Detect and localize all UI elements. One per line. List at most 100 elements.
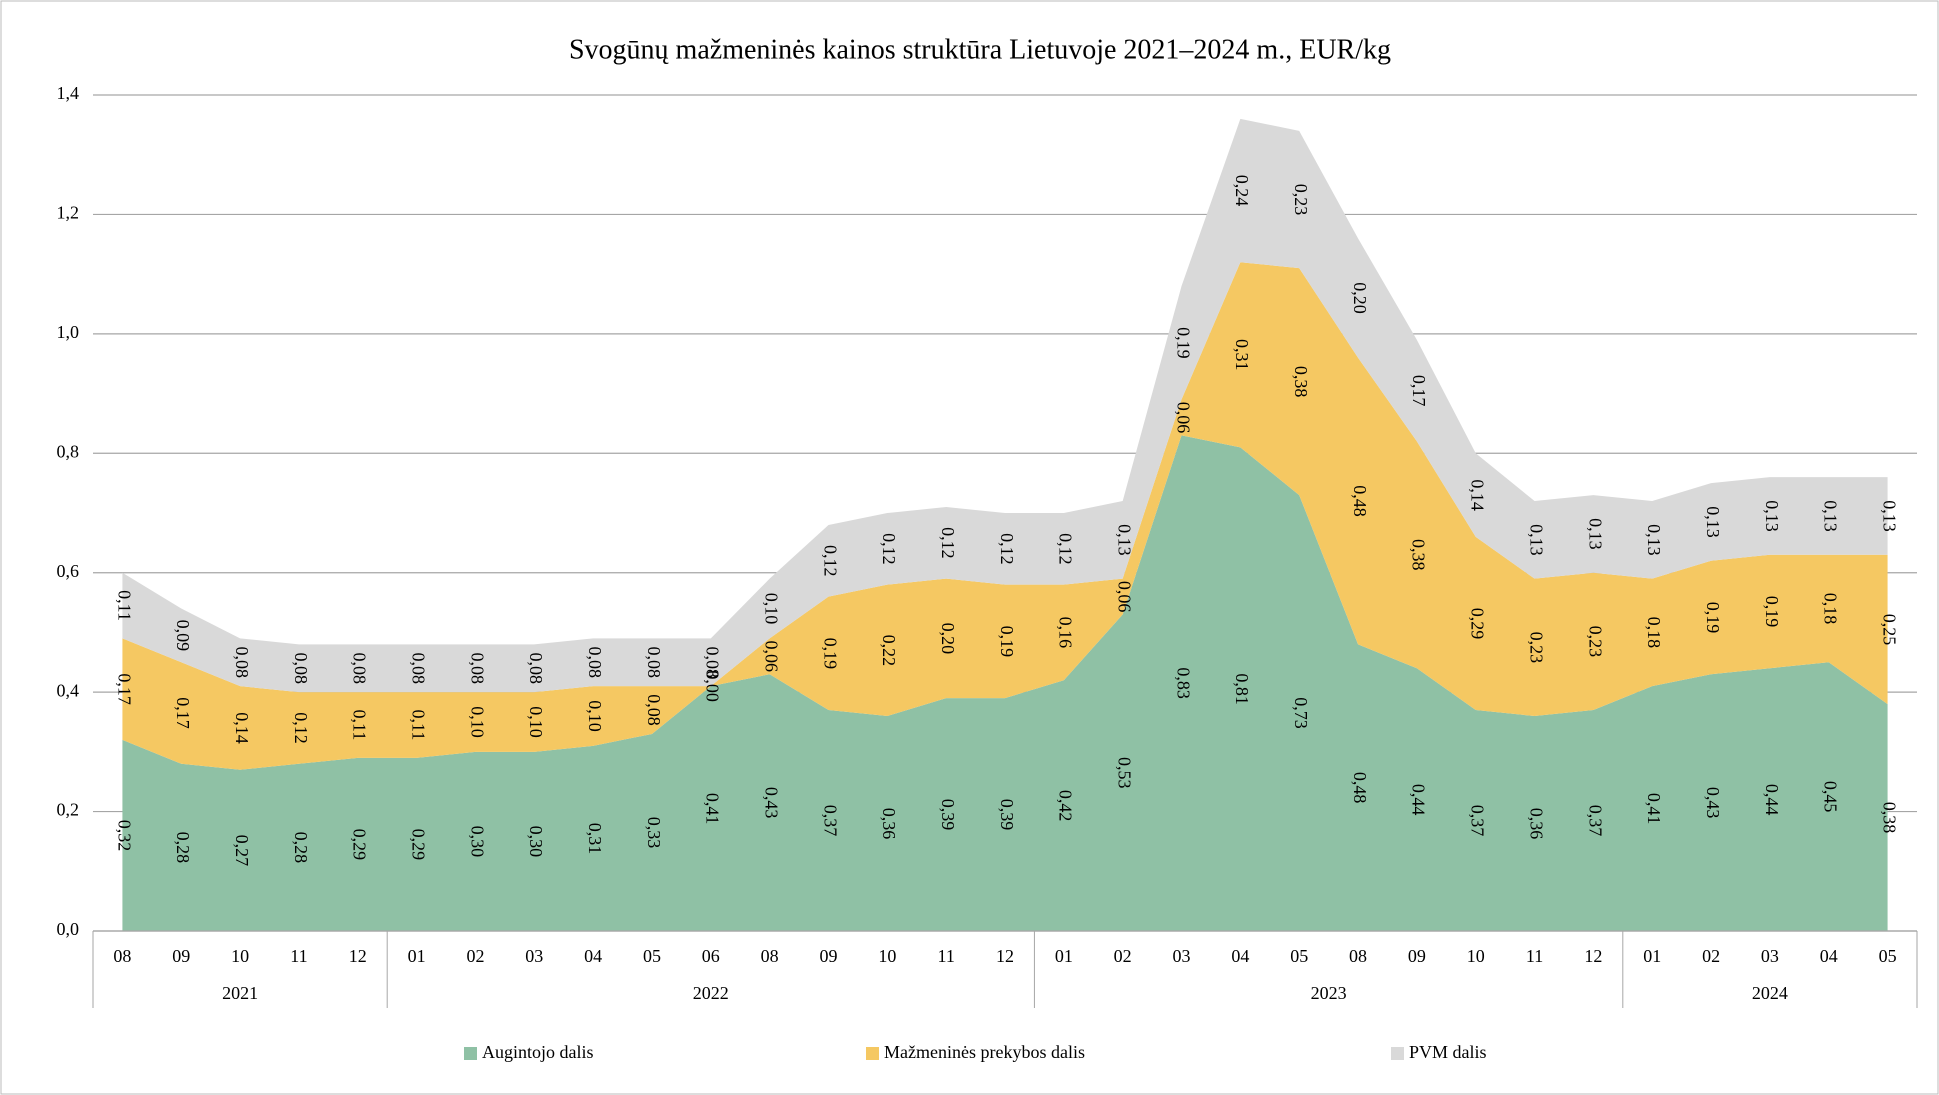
data-label: 0,12 (938, 527, 958, 559)
data-label: 0,13 (1879, 500, 1899, 532)
x-tick-label: 05 (643, 946, 661, 966)
data-label: 0,11 (408, 710, 428, 741)
data-label: 0,29 (1468, 608, 1488, 640)
data-label: 0,19 (820, 638, 840, 670)
x-tick-label: 05 (1290, 946, 1308, 966)
areas (122, 118, 1888, 931)
data-label: 0,19 (997, 626, 1017, 658)
data-label: 0,00 (703, 670, 723, 702)
x-tick-label: 03 (1173, 946, 1191, 966)
data-label: 0,08 (703, 647, 723, 679)
data-label: 0,09 (173, 620, 193, 652)
x-tick-label: 11 (1526, 946, 1543, 966)
data-label: 0,13 (1762, 500, 1782, 532)
data-label: 0,11 (350, 710, 370, 741)
chart-title: Svogūnų mažmeninės kainos struktūra Liet… (569, 34, 1391, 65)
x-tick-label: 10 (231, 946, 249, 966)
data-label: 0,06 (1115, 581, 1135, 613)
labels: 0,32 0,28 0,27 0,28 0,29 0,29 0,30 0,30 0,31 0,33… (114, 175, 1899, 866)
data-label: 0,12 (820, 545, 840, 577)
x-tick-label: 01 (408, 946, 426, 966)
data-label: 0,14 (1468, 479, 1488, 511)
data-label: 0,08 (585, 647, 605, 679)
data-label: 0,13 (1115, 524, 1135, 556)
x-tick-label: 03 (525, 946, 543, 966)
data-label: 0,38 (1879, 802, 1899, 834)
data-label: 0,53 (1115, 757, 1135, 789)
data-label: 0,48 (1350, 772, 1370, 804)
x-group-label: 2021 (222, 983, 258, 1003)
x-tick-label: 02 (1702, 946, 1720, 966)
data-label: 0,08 (644, 647, 664, 679)
x-tick-label: 05 (1879, 946, 1897, 966)
data-label: 0,30 (526, 826, 546, 858)
data-label: 0,11 (114, 590, 134, 621)
data-label: 0,08 (350, 653, 370, 685)
data-label: 0,29 (350, 829, 370, 861)
data-label: 0,13 (1703, 506, 1723, 538)
legend-label: PVM dalis (1409, 1042, 1487, 1062)
x-tick-label: 04 (1231, 946, 1249, 966)
x-tick-label: 02 (1114, 946, 1132, 966)
x-group-label: 2024 (1752, 983, 1788, 1003)
data-label: 0,31 (1232, 339, 1252, 371)
legend-label: Mažmeninės prekybos dalis (884, 1042, 1085, 1062)
data-label: 0,06 (762, 641, 782, 673)
data-label: 0,08 (644, 694, 664, 726)
data-label: 0,23 (1526, 632, 1546, 664)
x-tick-label: 01 (1643, 946, 1661, 966)
data-label: 0,37 (1585, 805, 1605, 837)
data-label: 0,38 (1409, 539, 1429, 571)
data-label: 0,23 (1585, 626, 1605, 658)
data-label: 0,13 (1821, 500, 1841, 532)
x-tick-label: 02 (466, 946, 484, 966)
data-label: 0,13 (1585, 518, 1605, 550)
y-tick-label: 0,8 (57, 441, 80, 461)
area (122, 435, 1888, 931)
data-label: 0,17 (114, 673, 134, 705)
data-label: 0,24 (1232, 175, 1252, 207)
data-label: 0,20 (1350, 282, 1370, 314)
data-label: 0,08 (408, 653, 428, 685)
data-label: 0,19 (1703, 602, 1723, 634)
data-label: 0,10 (467, 706, 487, 738)
x-tick-label: 11 (290, 946, 307, 966)
data-label: 0,43 (762, 787, 782, 819)
data-label: 0,13 (1644, 524, 1664, 556)
data-label: 0,25 (1879, 614, 1899, 646)
x-tick-label: 10 (1467, 946, 1485, 966)
x-tick-label: 09 (1408, 946, 1426, 966)
data-label: 0,08 (526, 653, 546, 685)
data-label: 0,23 (1291, 184, 1311, 216)
x-group-label: 2023 (1311, 983, 1347, 1003)
data-label: 0,10 (585, 700, 605, 732)
data-label: 0,14 (232, 712, 252, 744)
legend-marker (464, 1047, 477, 1060)
x-tick-label: 09 (172, 946, 190, 966)
data-label: 0,38 (1291, 366, 1311, 398)
x-tick-label: 11 (937, 946, 954, 966)
y-tick-label: 0,2 (57, 800, 80, 820)
x-group-label: 2022 (693, 983, 729, 1003)
x-tick-label: 10 (878, 946, 896, 966)
x-tick-label: 08 (761, 946, 779, 966)
data-label: 0,41 (703, 793, 723, 825)
data-label: 0,48 (1350, 485, 1370, 517)
data-label: 0,83 (1173, 667, 1193, 699)
data-label: 0,32 (114, 820, 134, 852)
data-label: 0,12 (997, 533, 1017, 565)
y-tick-label: 1,4 (57, 83, 80, 103)
x-tick-label: 12 (349, 946, 367, 966)
y-tick-label: 0,6 (57, 561, 80, 581)
data-label: 0,36 (1526, 808, 1546, 840)
area (122, 262, 1888, 770)
area (122, 118, 1888, 693)
x-tick-label: 03 (1761, 946, 1779, 966)
data-label: 0,73 (1291, 697, 1311, 729)
x-tick-label: 08 (1349, 946, 1367, 966)
data-label: 0,31 (585, 823, 605, 855)
y-tick-label: 1,0 (57, 322, 80, 342)
data-label: 0,33 (644, 817, 664, 849)
data-label: 0,17 (1409, 375, 1429, 407)
